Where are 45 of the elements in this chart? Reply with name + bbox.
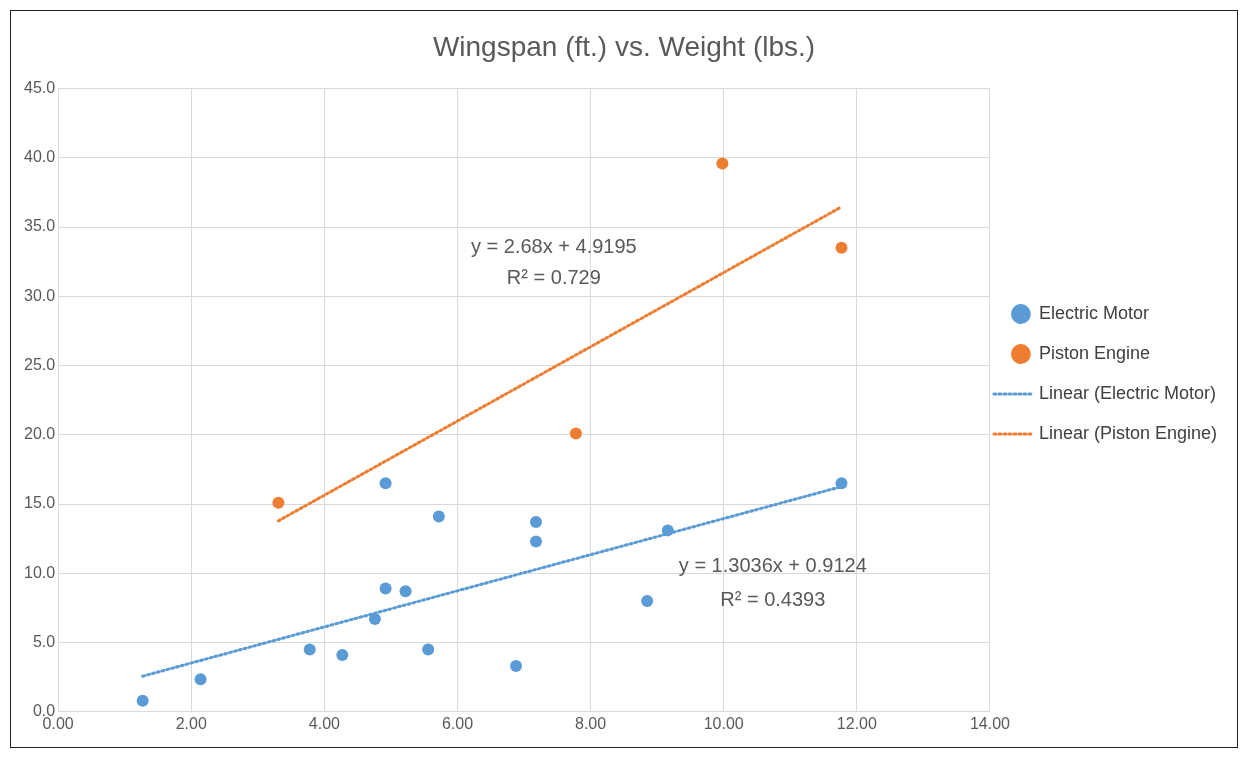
point [368,613,381,626]
annotation: R² = 0.729 [506,266,601,289]
chart-title: Wingspan (ft.) vs. Weight (lbs.) [432,30,816,62]
point [835,241,848,254]
x-tick-label: 8.00 [575,714,607,732]
y-tick-label: 35.0 [24,217,56,235]
legend-label: Linear (Electric Motor) [1038,382,1216,403]
y-tick-label: 20.0 [24,425,56,443]
point [432,510,445,523]
y-tick-label: 30.0 [24,286,56,304]
y-tick-label: 5.0 [32,632,56,650]
legend-label: Electric Motor [1038,302,1149,323]
point [530,535,542,548]
x-tick-label: 10.00 [703,714,744,732]
annotation: y = 2.68x + 4.9195 [470,235,637,258]
point [641,595,654,608]
point [399,585,412,598]
x-tick-label: 2.00 [175,714,207,732]
legend-label: Linear (Piston Engine) [1038,422,1218,443]
x-tick-label: 14.00 [969,714,1011,732]
point [716,157,729,170]
point [379,582,392,595]
y-tick-label: 15.0 [24,494,56,512]
legend-label: Piston Engine [1038,342,1150,363]
y-tick-label: 40.0 [24,148,56,166]
annotation: R² = 0.4393 [720,587,826,610]
point [835,477,848,490]
point [530,516,542,529]
y-tick-label: 10.0 [24,563,56,581]
y-tick-label: 45.0 [24,79,56,97]
point [422,643,435,656]
x-tick-label: 6.00 [441,714,474,732]
point [379,477,392,490]
point [303,643,316,656]
point [661,524,674,537]
point [510,660,523,673]
x-tick-label: 12.00 [836,714,877,732]
point [336,649,349,662]
point [569,427,582,440]
annotation: y = 1.3036x + 0.9124 [678,554,867,577]
x-tick-label: 4.00 [308,714,341,732]
point [194,673,207,686]
point [272,496,285,509]
point [136,694,149,707]
y-tick-label: 25.0 [24,355,56,373]
